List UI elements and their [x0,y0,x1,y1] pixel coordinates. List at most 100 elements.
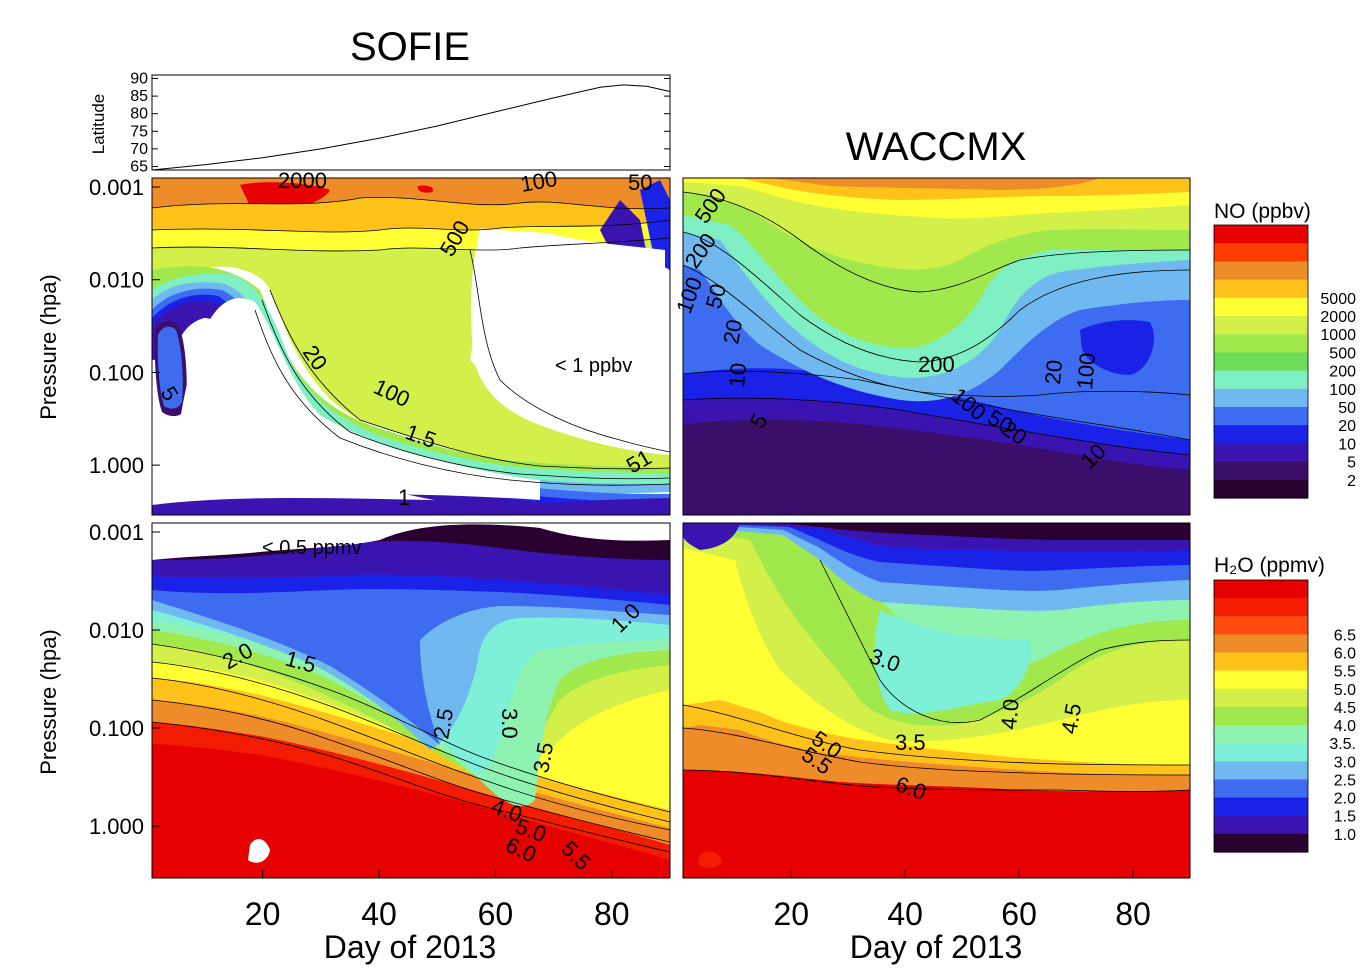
day-tick-label: 80 [594,896,630,932]
colorbar-swatch [1214,616,1308,635]
colorbar-swatch [1214,652,1308,672]
day-ticks-left: 20 40 60 80 [245,870,630,932]
colorbar-tick-label: 5.0 [1334,682,1356,699]
latitude-tick-label: 75 [130,123,148,140]
colorbar-tick-label: 2 [1347,473,1356,490]
pressure-ylabel-bottom: Pressure (hpa) [36,629,61,775]
pressure-ylabel-top: Pressure (hpa) [36,274,61,420]
day-tick-label: 60 [1001,896,1037,932]
contour-label: 3.5 [528,740,558,774]
xlabel-left: Day of 2013 [324,929,497,965]
colorbar-h2o: H₂O (ppmv) 6.5 6.05.55.04.54.03.5.3.02.5 2… [1213,554,1356,853]
colorbar-tick-label: 2.0 [1334,791,1356,808]
day-tick-label: 40 [361,896,397,932]
h2o-low-annotation: < 0.5 ppmv [262,537,362,559]
colorbar-tick-label: 200 [1329,364,1356,381]
pressure-ticks-top: 0.001 0.010 0.100 1.000 [89,175,160,478]
colorbar-tick-label: 2000 [1320,309,1356,326]
colorbar-tick-label: 4.5 [1334,700,1356,717]
colorbar-swatch [1214,261,1308,281]
colorbar-tick-label: 3.0 [1334,754,1356,771]
contour-label: 10 [724,362,751,389]
day-tick-label: 20 [773,896,809,932]
colorbar-tick-label: 5.5 [1334,664,1356,681]
colorbar-swatch [1214,670,1308,690]
panel-sofie-no: 2000 100 500 20 100 1.5 1 5 50 51 < 1 pp… [151,166,671,516]
colorbar-swatch [1214,706,1308,726]
colorbar-swatch [1214,297,1308,317]
contour-label: 1 [398,485,410,510]
no-low-annotation: < 1 ppbv [555,355,632,377]
latitude-line [151,84,671,171]
colorbar-no-title: NO (ppbv) [1214,200,1311,223]
colorbar-swatch [1214,388,1308,408]
contour-label: 2.5 [428,706,458,740]
colorbar-tick-label: 500 [1329,345,1356,362]
colorbar-tick-label: 6.5 [1334,627,1356,644]
pressure-tick-label: 0.010 [89,268,144,293]
day-tick-label: 80 [1115,896,1151,932]
colorbar-swatch [1214,634,1308,654]
contour-label: 200 [918,352,955,377]
pressure-tick-label: 0.100 [89,360,144,385]
colorbar-swatch [1214,407,1308,426]
day-tick-label: 20 [245,896,281,932]
colorbar-tick-label: 50 [1338,400,1356,417]
colorbar-h2o-title: H₂O (ppmv) [1214,554,1325,577]
colorbar-swatch [1214,316,1308,335]
colorbar-tick-label: 2.5 [1334,772,1356,789]
colorbar-swatch [1214,797,1308,817]
colorbar-tick-label: 5000 [1320,291,1356,308]
colorbar-tick-label: 1.5 [1334,809,1356,826]
colorbar-swatch [1214,461,1308,481]
title-sofie: SOFIE [350,25,470,69]
pressure-tick-label: 0.001 [89,175,144,200]
pressure-tick-label: 1.000 [89,453,144,478]
latitude-tick-label: 80 [130,106,148,123]
day-tick-label: 60 [478,896,514,932]
latitude-tick-label: 70 [130,141,148,158]
colorbar-swatch [1214,279,1308,299]
colorbar-swatch [1214,479,1308,499]
colorbar-tick-label: 20 [1338,418,1356,435]
panel-waccmx-no: 500 200 100 50 20 10 5 200 100 50 20 10 … [671,177,1191,516]
pressure-tick-label: 0.100 [89,716,144,741]
colorbar-swatch [1214,425,1308,444]
colorbar-swatch [1214,243,1308,262]
colorbar-swatch [1214,725,1308,744]
latitude-ylabel: Latitude [89,94,108,155]
colorbar-swatch [1214,688,1308,708]
contour-label: 20 [718,317,747,345]
colorbar-swatch [1214,815,1308,835]
colorbar-swatch [1214,743,1308,762]
colorbar-swatch [1214,580,1308,599]
latitude-tick-label: 85 [130,88,148,105]
colorbar-swatch [1214,370,1308,390]
contour-label: 2000 [278,168,327,193]
colorbar-swatch [1214,443,1308,463]
contour-label: 4.5 [1056,701,1086,735]
contour-label: 50 [628,170,652,195]
contour-label: 4.0 [996,698,1024,731]
colorbar-swatch [1214,598,1308,617]
colorbar-swatch [1214,833,1308,853]
panel-waccmx-h2o: 3.0 3.5 4.0 4.5 5.0 5.5 6.0 [682,522,1191,879]
latitude-tick-label: 90 [130,71,148,88]
colorbar-tick-label: 1000 [1320,327,1356,344]
latitude-tick-label: 65 [130,158,148,175]
colorbar-swatch [1214,334,1308,353]
colorbar-tick-label: 3.5. [1329,736,1356,753]
pressure-tick-label: 0.010 [89,618,144,643]
pressure-ticks-bottom: 0.001 0.010 0.100 1.000 [89,520,160,839]
colorbar-tick-label: 6.0 [1334,646,1356,663]
colorbar-tick-label: 5 [1347,455,1356,472]
contour-label: 20 [1040,359,1067,386]
colorbar-tick-label: 4.0 [1334,718,1356,735]
colorbar-tick-label: 1.0 [1334,827,1356,844]
contour-label: 3.5 [895,730,926,755]
colorbar-tick-label: 10 [1338,436,1356,453]
colorbar-swatch [1214,761,1308,781]
